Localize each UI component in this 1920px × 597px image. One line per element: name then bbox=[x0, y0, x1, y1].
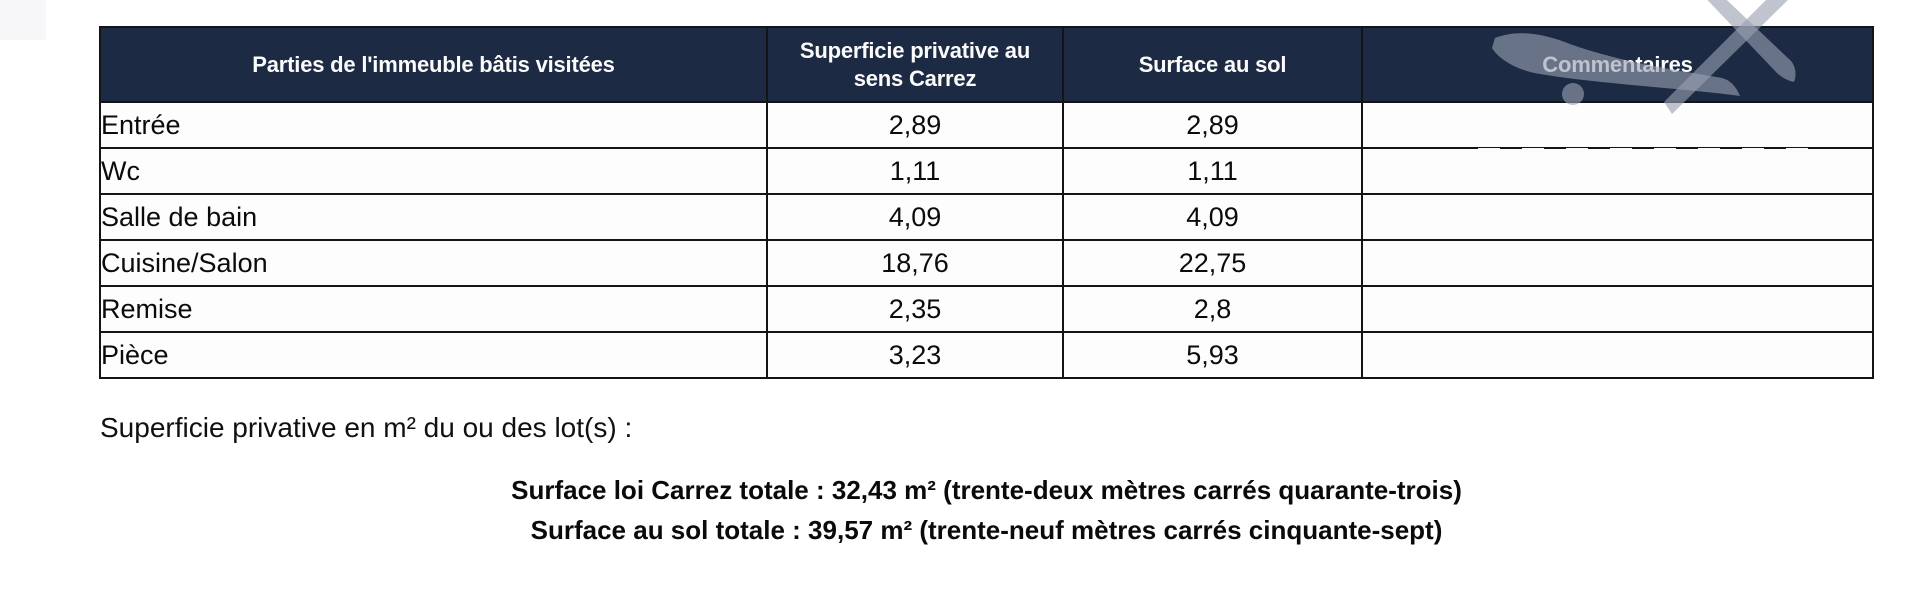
sol-value: 5,93 bbox=[1062, 331, 1363, 379]
comment-cell bbox=[1361, 239, 1874, 287]
sol-value: 4,09 bbox=[1062, 193, 1363, 241]
carrez-value: 3,23 bbox=[766, 331, 1064, 379]
carrez-value: 18,76 bbox=[766, 239, 1064, 287]
col-header-parties: Parties de l'immeuble bâtis visitées bbox=[99, 26, 768, 103]
table-row: Pièce 3,23 5,93 bbox=[99, 331, 1874, 379]
room-name: Cuisine/Salon bbox=[99, 239, 768, 287]
comment-cell bbox=[1361, 101, 1874, 149]
carrez-value: 2,89 bbox=[766, 101, 1064, 149]
carrez-value: 1,11 bbox=[766, 147, 1064, 195]
scan-artifact bbox=[0, 0, 46, 40]
carrez-value: 2,35 bbox=[766, 285, 1064, 333]
room-name: Pièce bbox=[99, 331, 768, 379]
comment-cell bbox=[1361, 193, 1874, 241]
table-row: Salle de bain 4,09 4,09 bbox=[99, 193, 1874, 241]
totals-block: Surface loi Carrez totale : 32,43 m² (tr… bbox=[100, 470, 1873, 550]
col-header-carrez: Superficie privative au sens Carrez bbox=[766, 26, 1064, 103]
sol-value: 1,11 bbox=[1062, 147, 1363, 195]
room-name: Wc bbox=[99, 147, 768, 195]
total-sol-line: Surface au sol totale : 39,57 m² (trente… bbox=[530, 515, 1443, 545]
carrez-value: 4,09 bbox=[766, 193, 1064, 241]
room-name: Remise bbox=[99, 285, 768, 333]
comment-cell bbox=[1361, 147, 1874, 195]
surface-table: Parties de l'immeuble bâtis visitées Sup… bbox=[99, 26, 1874, 379]
table-row: Remise 2,35 2,8 bbox=[99, 285, 1874, 333]
col-header-commentaires: Commentaires bbox=[1361, 26, 1874, 103]
sol-value: 2,89 bbox=[1062, 101, 1363, 149]
sol-value: 22,75 bbox=[1062, 239, 1363, 287]
table-row: Entrée 2,89 2,89 bbox=[99, 101, 1874, 149]
comment-cell bbox=[1361, 331, 1874, 379]
comment-cell bbox=[1361, 285, 1874, 333]
lots-label: Superficie privative en m² du ou des lot… bbox=[100, 412, 633, 443]
surface-table-body: Entrée 2,89 2,89 Wc 1,11 1,11 Salle de b… bbox=[99, 101, 1874, 379]
col-header-sol: Surface au sol bbox=[1062, 26, 1363, 103]
total-carrez-line: Surface loi Carrez totale : 32,43 m² (tr… bbox=[511, 475, 1462, 505]
header-row: Parties de l'immeuble bâtis visitées Sup… bbox=[99, 26, 1874, 103]
room-name: Salle de bain bbox=[99, 193, 768, 241]
table-row: Wc 1,11 1,11 bbox=[99, 147, 1874, 195]
sol-value: 2,8 bbox=[1062, 285, 1363, 333]
surface-table-header: Parties de l'immeuble bâtis visitées Sup… bbox=[99, 26, 1874, 103]
room-name: Entrée bbox=[99, 101, 768, 149]
table-row: Cuisine/Salon 18,76 22,75 bbox=[99, 239, 1874, 287]
